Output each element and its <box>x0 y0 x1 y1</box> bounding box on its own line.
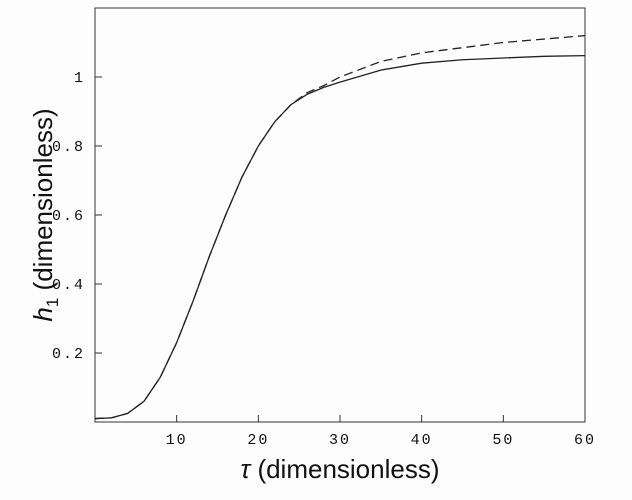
series-line <box>94 54 586 420</box>
x-axis-symbol: τ <box>240 454 252 484</box>
y-axis-title: h1 (dimensionless) <box>28 108 64 321</box>
x-tick-label: 20 <box>247 432 269 449</box>
x-tick-label: 10 <box>166 432 188 449</box>
series-line <box>94 34 586 420</box>
y-tick-label: 1 <box>74 70 85 87</box>
x-axis-text: (dimensionless) <box>257 454 439 484</box>
x-tick-label: 50 <box>492 432 514 449</box>
y-tick-label: 0.2 <box>52 346 85 363</box>
y-tick-label: 0.6 <box>52 208 85 225</box>
y-axis-symbol: h <box>28 307 58 321</box>
x-tick-label: 30 <box>329 432 351 449</box>
y-axis-text: (dimensionless) <box>28 108 58 290</box>
y-tick-label: 0.4 <box>52 277 85 294</box>
x-tick-label: 40 <box>411 432 433 449</box>
y-tick-label: 0.8 <box>52 139 85 156</box>
x-axis-title: τ (dimensionless) <box>240 454 439 484</box>
x-tick-label: 60 <box>574 432 596 449</box>
y-axis-subscript: 1 <box>43 298 62 307</box>
